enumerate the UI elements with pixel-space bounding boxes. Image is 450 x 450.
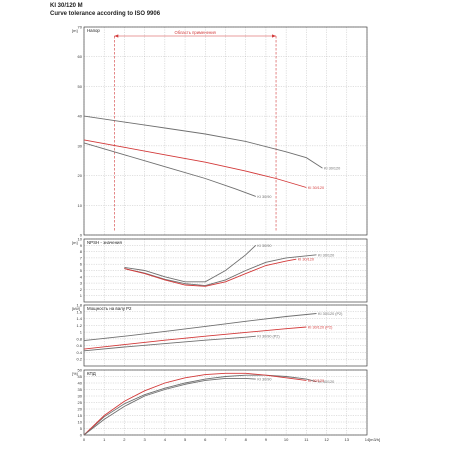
y-tick-label: 5 xyxy=(80,426,83,431)
y-tick-label: 0.6 xyxy=(76,343,82,348)
range-arrow-head-right xyxy=(272,34,277,38)
x-tick-label: 3 xyxy=(144,437,147,442)
series-line xyxy=(83,326,307,350)
y-tick-label: 10 xyxy=(78,237,83,242)
y-unit-label: [m] xyxy=(72,28,78,33)
series-line xyxy=(83,374,317,436)
range-annotation: Область применения xyxy=(175,30,216,35)
y-tick-label: 45 xyxy=(78,374,83,379)
series-label: KI 30/120 (P2) xyxy=(308,326,333,330)
series-label: KI 30/120 (P2) xyxy=(318,312,343,316)
series-label: KI 30/120 xyxy=(318,380,334,384)
series-line xyxy=(124,258,297,287)
y-tick-label: 60 xyxy=(78,54,83,59)
panel-frame xyxy=(83,238,368,303)
y-tick-label: 0 xyxy=(80,233,83,238)
y-unit-label: [%] xyxy=(72,371,78,376)
x-tick-label: 0 xyxy=(83,437,86,442)
range-arrow-head-left xyxy=(114,34,119,38)
y-tick-label: 1.2 xyxy=(76,323,82,328)
x-tick-label: 7 xyxy=(224,437,227,442)
tolerance-note: Curve tolerance according to ISO 9906 xyxy=(50,11,161,17)
series-line xyxy=(83,335,256,352)
y-tick-label: 0.4 xyxy=(76,350,82,355)
panel-title: Напор xyxy=(87,28,100,33)
x-tick-label: 11 xyxy=(304,437,309,442)
series-label: KI 30/120 xyxy=(318,253,334,257)
y-tick-label: 5 xyxy=(80,268,83,273)
y-tick-label: 0.2 xyxy=(76,357,82,362)
y-tick-label: 30 xyxy=(78,394,83,399)
y-tick-label: 70 xyxy=(78,25,83,30)
panel-frame xyxy=(83,369,368,436)
series-line xyxy=(83,372,307,436)
y-tick-label: 30 xyxy=(78,143,83,148)
y-tick-label: 4 xyxy=(80,274,83,279)
x-tick-label: 8 xyxy=(245,437,248,442)
y-tick-label: 35 xyxy=(78,387,83,392)
y-tick-label: 3 xyxy=(80,281,83,286)
series-label: KI 30/90 xyxy=(257,195,271,199)
y-tick-label: 1.8 xyxy=(76,303,82,308)
series-line xyxy=(124,254,317,287)
panel-title: NPSH - значения xyxy=(87,240,122,245)
x-tick-label: 9 xyxy=(265,437,268,442)
series-line xyxy=(83,142,256,197)
x-tick-label: 13 xyxy=(345,437,350,442)
x-tick-label: 5 xyxy=(184,437,187,442)
y-tick-label: 8 xyxy=(80,249,83,254)
y-tick-label: 40 xyxy=(78,381,83,386)
y-unit-label: [m] xyxy=(72,240,78,245)
y-tick-label: 10 xyxy=(78,420,83,425)
x-tick-label: 10 xyxy=(284,437,289,442)
series-line xyxy=(83,115,323,169)
y-tick-label: 20 xyxy=(78,173,83,178)
series-label: KI 30/90 xyxy=(257,244,271,248)
series-label: KI 30/90 xyxy=(257,378,271,382)
y-tick-label: 0 xyxy=(80,433,83,438)
y-tick-label: 0.8 xyxy=(76,336,82,341)
x-tick-label: 1 xyxy=(103,437,106,442)
y-tick-label: 1 xyxy=(80,293,83,298)
y-tick-label: 1.6 xyxy=(76,309,82,314)
series-line xyxy=(124,244,257,283)
series-line xyxy=(83,313,317,342)
series-line xyxy=(83,377,256,436)
panel-frame xyxy=(83,26,368,236)
y-tick-label: 20 xyxy=(78,407,83,412)
y-tick-label: 9 xyxy=(80,243,83,248)
x-axis-unit: [m3/h] xyxy=(369,437,380,442)
y-tick-label: 2 xyxy=(80,287,83,292)
series-label: KI 30/120 xyxy=(298,258,314,262)
y-tick-label: 25 xyxy=(78,400,83,405)
x-tick-label: 2 xyxy=(123,437,126,442)
y-tick-label: 1.4 xyxy=(76,316,82,321)
series-line xyxy=(83,139,307,188)
series-label: KI 30/120 xyxy=(324,167,340,171)
series-label: KI 30/120 xyxy=(308,379,324,383)
series-label: KI 30/120 xyxy=(308,186,324,190)
panel-title: Мощность на валу P2 xyxy=(87,306,132,311)
y-tick-label: 50 xyxy=(78,84,83,89)
x-tick-label: 4 xyxy=(164,437,167,442)
y-tick-label: 50 xyxy=(78,368,83,373)
y-tick-label: 40 xyxy=(78,114,83,119)
chart-model-title: KI 30/120 M xyxy=(50,3,83,9)
y-tick-label: 1 xyxy=(80,330,83,335)
y-tick-label: 10 xyxy=(78,203,83,208)
y-tick-label: 15 xyxy=(78,413,83,418)
x-tick-label: 6 xyxy=(204,437,207,442)
x-tick-label: 14 xyxy=(365,437,370,442)
series-label: KI 30/90 (P2) xyxy=(257,335,280,339)
y-unit-label: [kW] xyxy=(72,306,80,311)
y-tick-label: 6 xyxy=(80,262,83,267)
x-tick-label: 12 xyxy=(324,437,329,442)
y-tick-label: 7 xyxy=(80,255,83,260)
panel-title: КПД xyxy=(87,371,96,376)
panel-frame xyxy=(83,304,368,367)
